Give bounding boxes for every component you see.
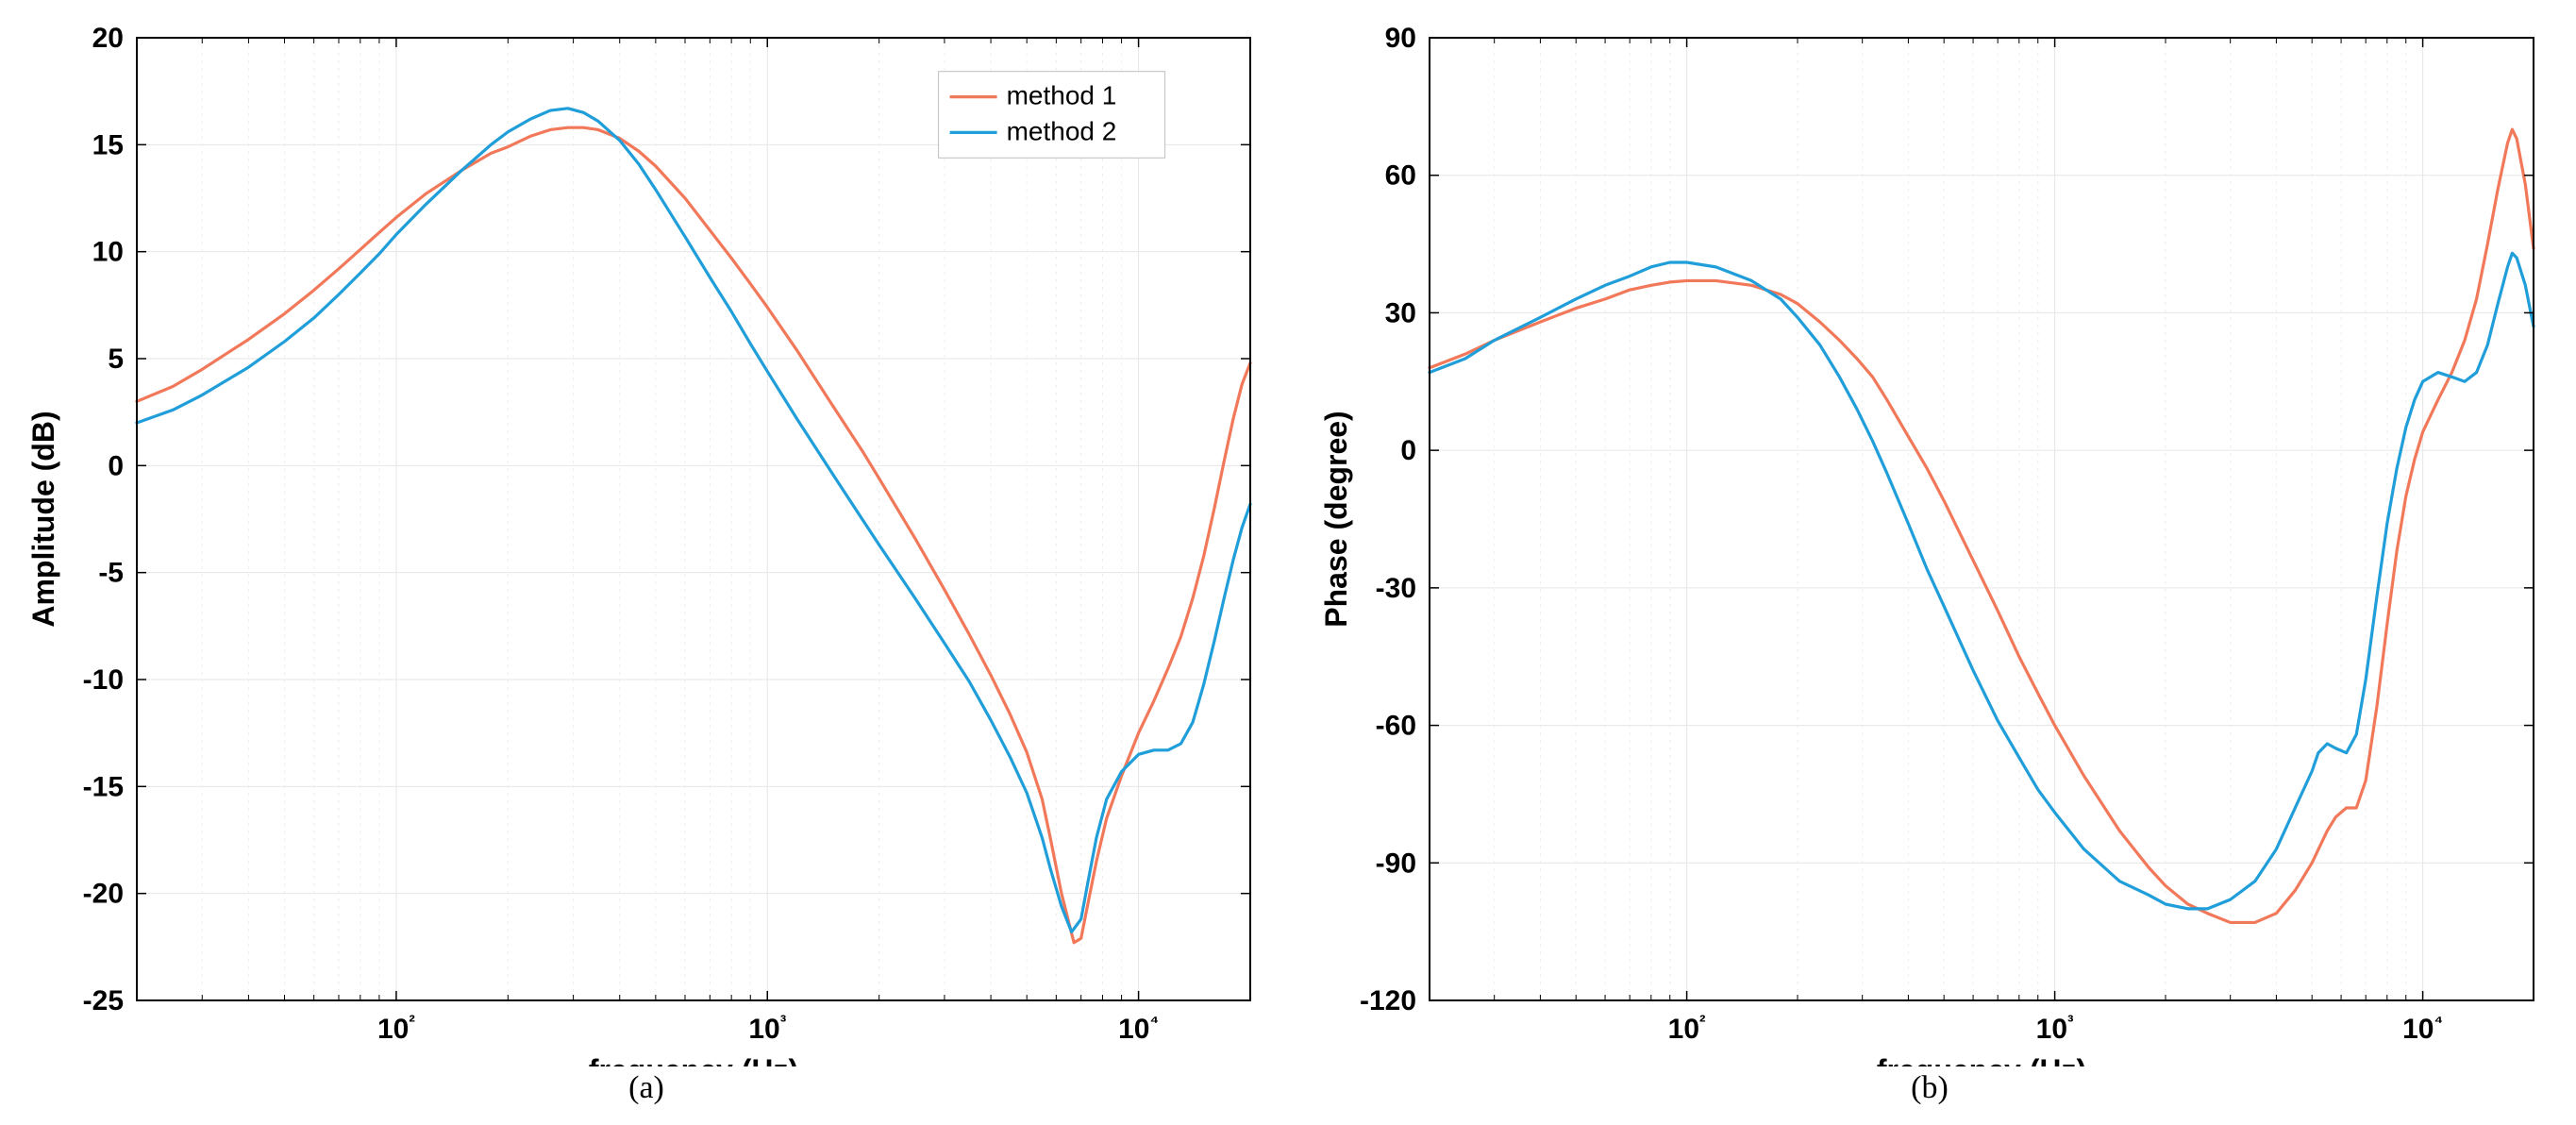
panel-a: 10² 10³ 10⁴ -25 -20 -15 -10 -5 0 5 10 15 20 frequency… <box>14 9 1279 1106</box>
svg-text:Phase (degree): Phase (degree) <box>1319 411 1353 627</box>
svg-text:0: 0 <box>1400 435 1416 466</box>
svg-text:method 2: method 2 <box>1007 116 1117 145</box>
svg-text:-120: -120 <box>1360 985 1416 1016</box>
svg-text:5: 5 <box>108 344 124 375</box>
svg-text:60: 60 <box>1385 160 1416 192</box>
svg-text:10²: 10² <box>1668 1012 1706 1045</box>
svg-text:-20: -20 <box>83 879 124 910</box>
svg-text:10²: 10² <box>377 1012 415 1045</box>
svg-text:0: 0 <box>108 450 124 481</box>
svg-text:10³: 10³ <box>748 1012 786 1045</box>
svg-text:-10: -10 <box>83 664 124 696</box>
panel-b: 10² 10³ 10⁴ -120 -90 -60 -30 0 30 60 90 frequency (… <box>1297 9 2562 1106</box>
svg-text:-30: -30 <box>1376 573 1416 604</box>
svg-text:90: 90 <box>1385 23 1416 54</box>
svg-text:10⁴: 10⁴ <box>2402 1012 2443 1045</box>
phase-chart: 10² 10³ 10⁴ -120 -90 -60 -30 0 30 60 90 frequency (… <box>1297 9 2562 1066</box>
svg-text:30: 30 <box>1385 297 1416 328</box>
svg-text:-60: -60 <box>1376 711 1416 742</box>
caption-b: (b) <box>1911 1070 1949 1106</box>
svg-text:method 1: method 1 <box>1007 81 1117 110</box>
amplitude-chart: 10² 10³ 10⁴ -25 -20 -15 -10 -5 0 5 10 15 20 frequency… <box>14 9 1279 1066</box>
svg-text:10⁴: 10⁴ <box>1118 1012 1159 1045</box>
svg-text:-25: -25 <box>83 985 124 1016</box>
svg-text:15: 15 <box>92 129 124 160</box>
svg-text:Amplitude (dB): Amplitude (dB) <box>26 411 60 627</box>
svg-text:-5: -5 <box>98 558 124 589</box>
svg-text:-90: -90 <box>1376 848 1416 879</box>
caption-a: (a) <box>628 1070 664 1106</box>
svg-text:10³: 10³ <box>2036 1012 2074 1045</box>
svg-text:-15: -15 <box>83 771 124 802</box>
figure-container: 10² 10³ 10⁴ -25 -20 -15 -10 -5 0 5 10 15 20 frequency… <box>0 0 2576 1125</box>
svg-text:frequency (Hz): frequency (Hz) <box>1877 1053 2086 1066</box>
svg-text:20: 20 <box>92 23 124 54</box>
svg-text:frequency (Hz): frequency (Hz) <box>589 1053 798 1066</box>
svg-text:10: 10 <box>92 237 124 268</box>
